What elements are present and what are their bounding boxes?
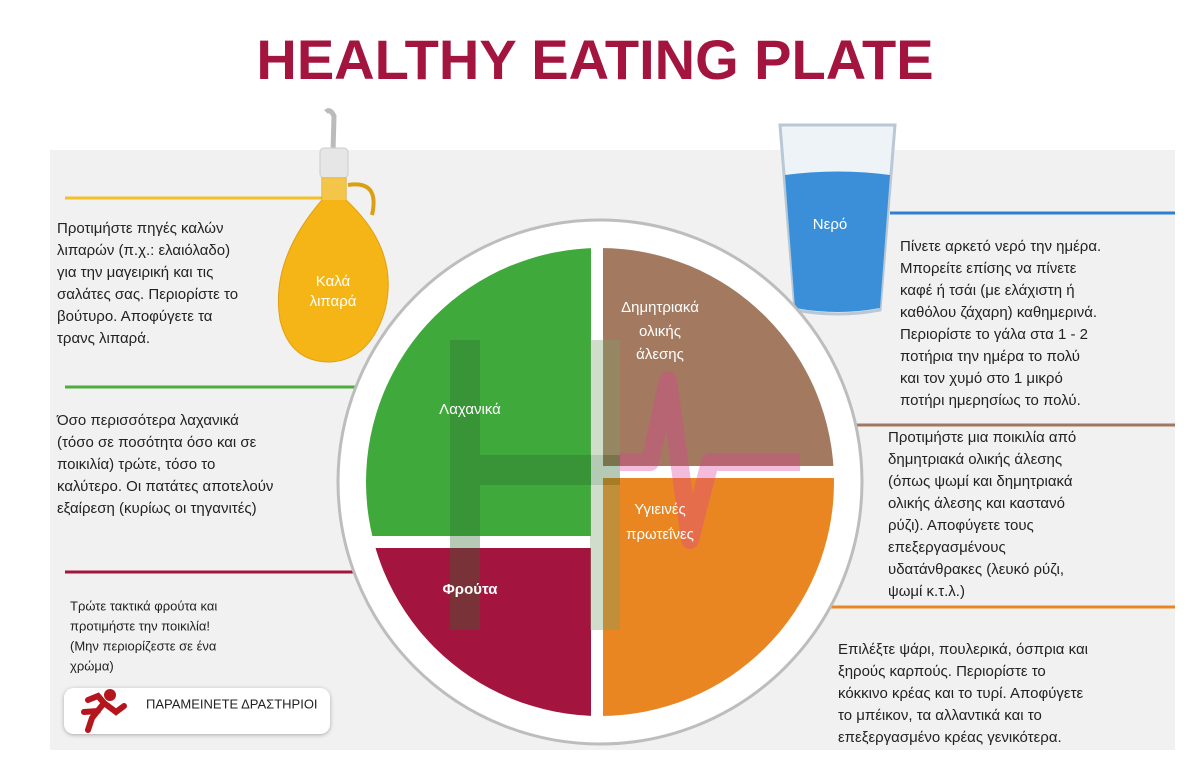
activity-text: ΠΑΡΑΜΕΙΝΕΤΕ ΔΡΑΣΤΗΡΙΟΙ [146, 696, 318, 711]
note-line: ποικιλία) τρώτε, τόσο το [57, 456, 215, 473]
note-line: ποτήρι ημερησίως το πολύ. [900, 392, 1081, 409]
protein-label: πρωτεΐνες [626, 526, 694, 543]
note-line: Περιορίστε το γάλα στα 1 - 2 [900, 326, 1088, 343]
title: HEALTHY EATING PLATE [256, 28, 933, 91]
note-line: Όσο περισσότερα λαχανικά [56, 412, 239, 429]
vegetables-label: Λαχανικά [439, 401, 501, 418]
water-label: Νερό [813, 216, 847, 233]
note-line: κόκκινο κρέας και το τυρί. Αποφύγετε [838, 685, 1084, 702]
note-line: για την μαγειρική και τις [57, 264, 213, 281]
note-line: ποτήρια την ημέρα το πολύ [900, 348, 1080, 365]
note-line: λιπαρών (π.χ.: ελαιόλαδο) [57, 242, 230, 259]
water-glass [778, 123, 897, 316]
note-line: υδατάνθρακες (λευκό ρύζι, [888, 561, 1064, 578]
note-line: ψωμί κ.τ.λ.) [888, 583, 965, 600]
note-line: προτιμήστε την ποικιλία! [70, 618, 210, 633]
note-line: καλύτερο. Οι πατάτες αποτελούν [57, 478, 273, 495]
note-line: δημητριακά ολικής άλεσης [888, 451, 1062, 468]
note-line: ολικής άλεσης και καστανό [888, 495, 1065, 512]
activity-badge [64, 688, 330, 734]
oil-label: λιπαρά [310, 293, 357, 310]
note-line: καφέ ή τσάι (με ελάχιστη ή [900, 282, 1075, 299]
watermark [450, 340, 800, 630]
note-line: εξαίρεση (κυρίως οι τηγανιτές) [57, 500, 257, 517]
grains-label: Δημητριακά [621, 299, 699, 316]
note-line: (όπως ψωμί και δημητριακά [888, 473, 1073, 490]
note-line: Προτιμήστε πηγές καλών [57, 220, 224, 237]
note-line: επεξεργασμένους [888, 539, 1006, 556]
note-line: Προτιμήστε μια ποικιλία από [888, 429, 1076, 446]
note-line: (τόσο σε ποσότητα όσο και σε [57, 434, 257, 451]
note-line: σαλάτες σας. Περιορίστε το [57, 286, 238, 303]
note-line: Μπορείτε επίσης να πίνετε [900, 260, 1077, 277]
note-line: βούτυρο. Αποφύγετε τα [57, 308, 213, 325]
note-line: Επιλέξτε ψάρι, πουλερικά, όσπρια και [838, 641, 1088, 658]
note-line: (Μην περιορίζεστε σε ένα [70, 638, 217, 653]
note-line: Τρώτε τακτικά φρούτα και [70, 598, 217, 613]
note-line: χρώμα) [70, 658, 114, 673]
note-line: το μπέικον, τα αλλαντικά και το [838, 707, 1042, 724]
note-line: επεξεργασμένο κρέας γενικότερα. [838, 729, 1062, 746]
note-line: τρανς λιπαρά. [57, 330, 150, 347]
fruits-label: Φρούτα [443, 581, 499, 598]
grains-label: άλεσης [636, 346, 684, 363]
note-line: ξηρούς καρπούς. Περιορίστε το [838, 663, 1046, 680]
grains-label: ολικής [639, 323, 681, 340]
oil-bottle [277, 108, 389, 363]
note-line: καθόλου ζάχαρη) καθημερινά. [900, 304, 1097, 321]
oil-label: Καλά [316, 273, 351, 290]
runner-icon [81, 689, 127, 733]
note-line: Πίνετε αρκετό νερό την ημέρα. [900, 238, 1101, 255]
note-line: ρύζι). Αποφύγετε τους [888, 517, 1034, 534]
protein-label: Υγιεινές [634, 501, 686, 518]
note-line: και τον χυμό στο 1 μικρό [900, 370, 1063, 387]
